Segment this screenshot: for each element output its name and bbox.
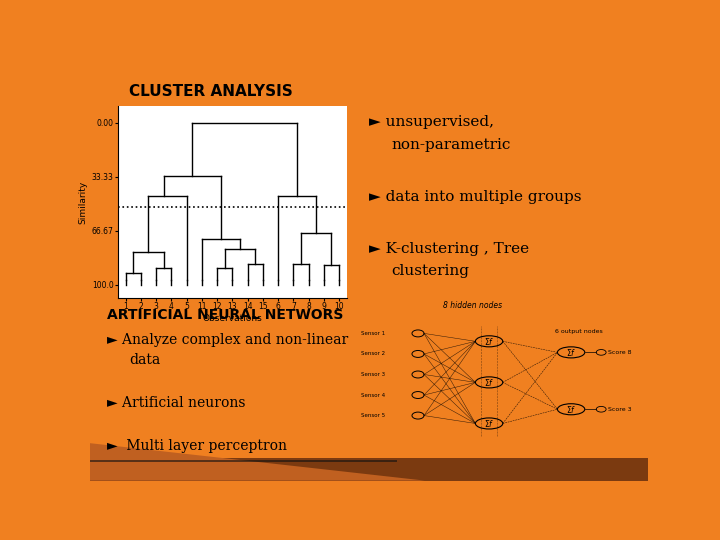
Text: ► unsupervised,: ► unsupervised, <box>369 114 494 129</box>
Text: ► data into multiple groups: ► data into multiple groups <box>369 190 582 204</box>
Text: CLUSTER ANALYSIS: CLUSTER ANALYSIS <box>129 84 293 98</box>
Polygon shape <box>90 458 648 481</box>
Text: ►  Multi layer perceptron: ► Multi layer perceptron <box>107 438 287 453</box>
Text: ► Analyze complex and non-linear: ► Analyze complex and non-linear <box>107 333 348 347</box>
Polygon shape <box>90 460 397 462</box>
Text: data: data <box>129 353 161 367</box>
Text: ARTIFICIAL NEURAL NETWORS: ARTIFICIAL NEURAL NETWORS <box>107 308 343 322</box>
Polygon shape <box>90 443 425 481</box>
Text: ► Artificial neurons: ► Artificial neurons <box>107 396 246 410</box>
Text: ► K-clustering , Tree: ► K-clustering , Tree <box>369 241 529 255</box>
Text: non-parametric: non-parametric <box>392 138 510 152</box>
Text: clustering: clustering <box>392 265 469 279</box>
